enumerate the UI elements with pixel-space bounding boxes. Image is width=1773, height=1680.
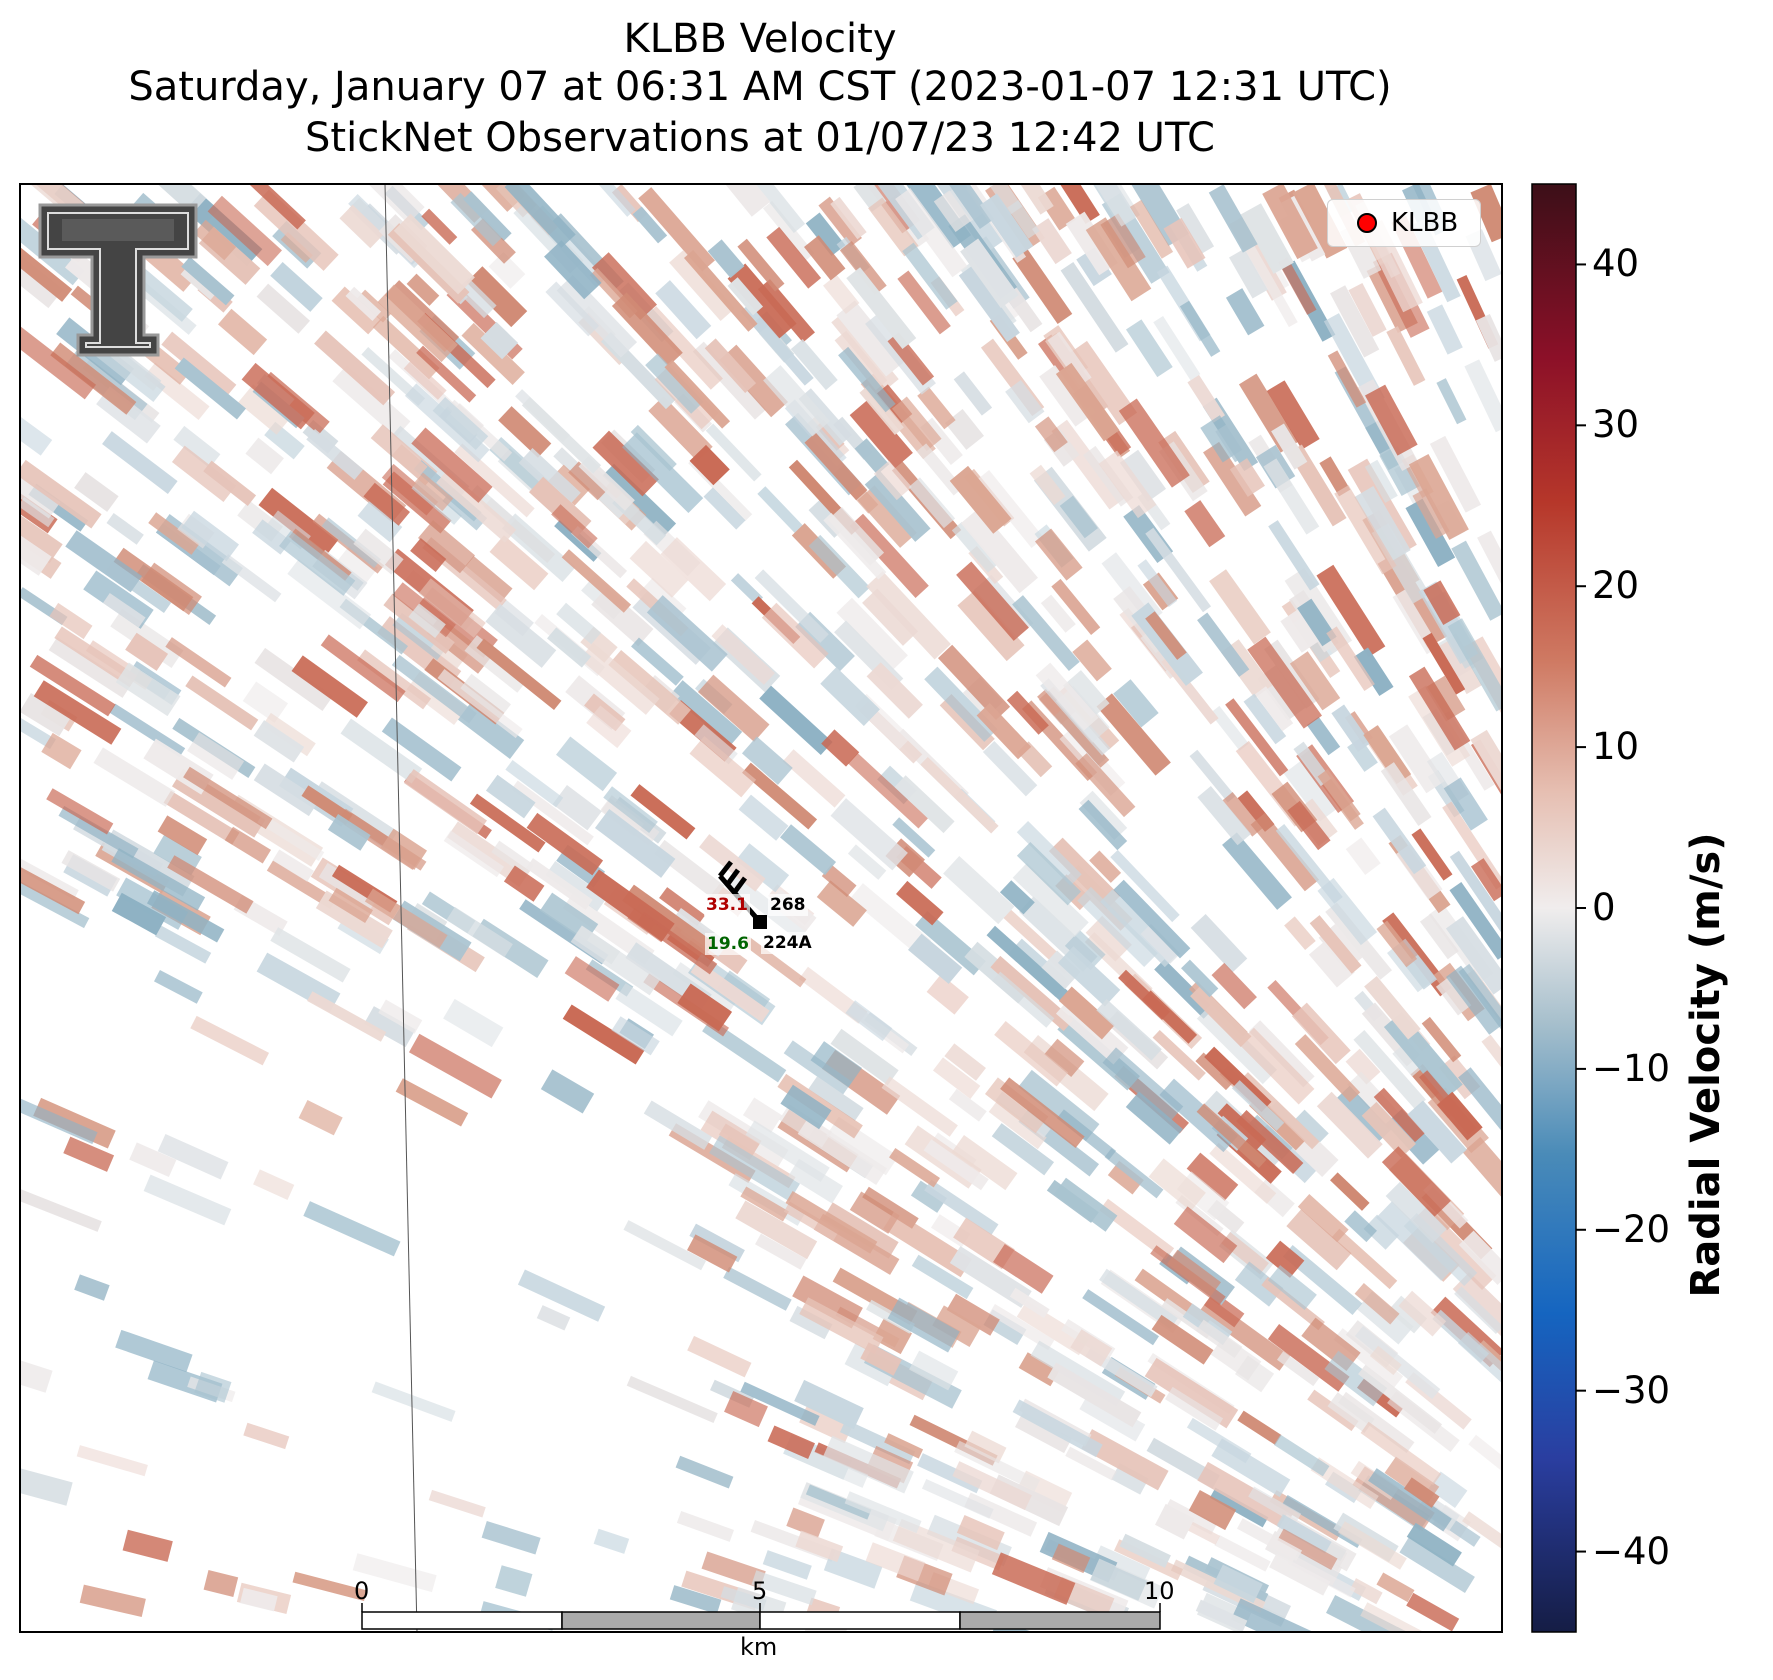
texas-tech-logo-icon: [38, 203, 198, 357]
station-wind-direction: 268: [768, 894, 808, 916]
scale-tick-5: 5: [752, 1577, 768, 1605]
velocity-gates: [20, 184, 1502, 1632]
colorbar-tick-label: −20: [1592, 1207, 1671, 1251]
scale-unit: km: [740, 1633, 778, 1661]
colorbar-ticks: [1576, 263, 1586, 1553]
colorbar-tick-label: 20: [1592, 564, 1640, 608]
colorbar-tick-label: −40: [1592, 1529, 1671, 1573]
scale-tick-0: 0: [354, 1577, 370, 1605]
colorbar-tick-label: 40: [1592, 242, 1640, 286]
legend-label: KLBB: [1391, 208, 1459, 238]
scale-tick-10: 10: [1144, 1577, 1175, 1605]
station-id: 224A: [761, 932, 814, 954]
map-legend: KLBB: [1327, 199, 1481, 247]
station-temperature: 33.1: [704, 894, 750, 916]
colorbar-tick-label: 30: [1592, 403, 1640, 447]
klbb-marker-icon: [1357, 213, 1377, 233]
colorbar-tick-label: −10: [1592, 1046, 1671, 1090]
county-boundary: [384, 184, 418, 1632]
map-frame: [19, 183, 1503, 1633]
colorbar-title: Radial Velocity (m/s): [1683, 832, 1729, 1298]
colorbar-tick-label: 0: [1592, 886, 1616, 929]
station-dewpoint: 19.6: [705, 933, 751, 955]
colorbar-gradient: [1531, 183, 1577, 1633]
colorbar-tick-label: 10: [1592, 725, 1640, 769]
scale-bar: [361, 1603, 1161, 1630]
map-subtitle-obs: StickNet Observations at 01/07/23 12:42 …: [305, 115, 1215, 161]
map-title: KLBB Velocity: [623, 16, 897, 62]
colorbar-tick-label: −30: [1592, 1368, 1671, 1412]
map-subtitle-time: Saturday, January 07 at 06:31 AM CST (20…: [128, 64, 1392, 110]
